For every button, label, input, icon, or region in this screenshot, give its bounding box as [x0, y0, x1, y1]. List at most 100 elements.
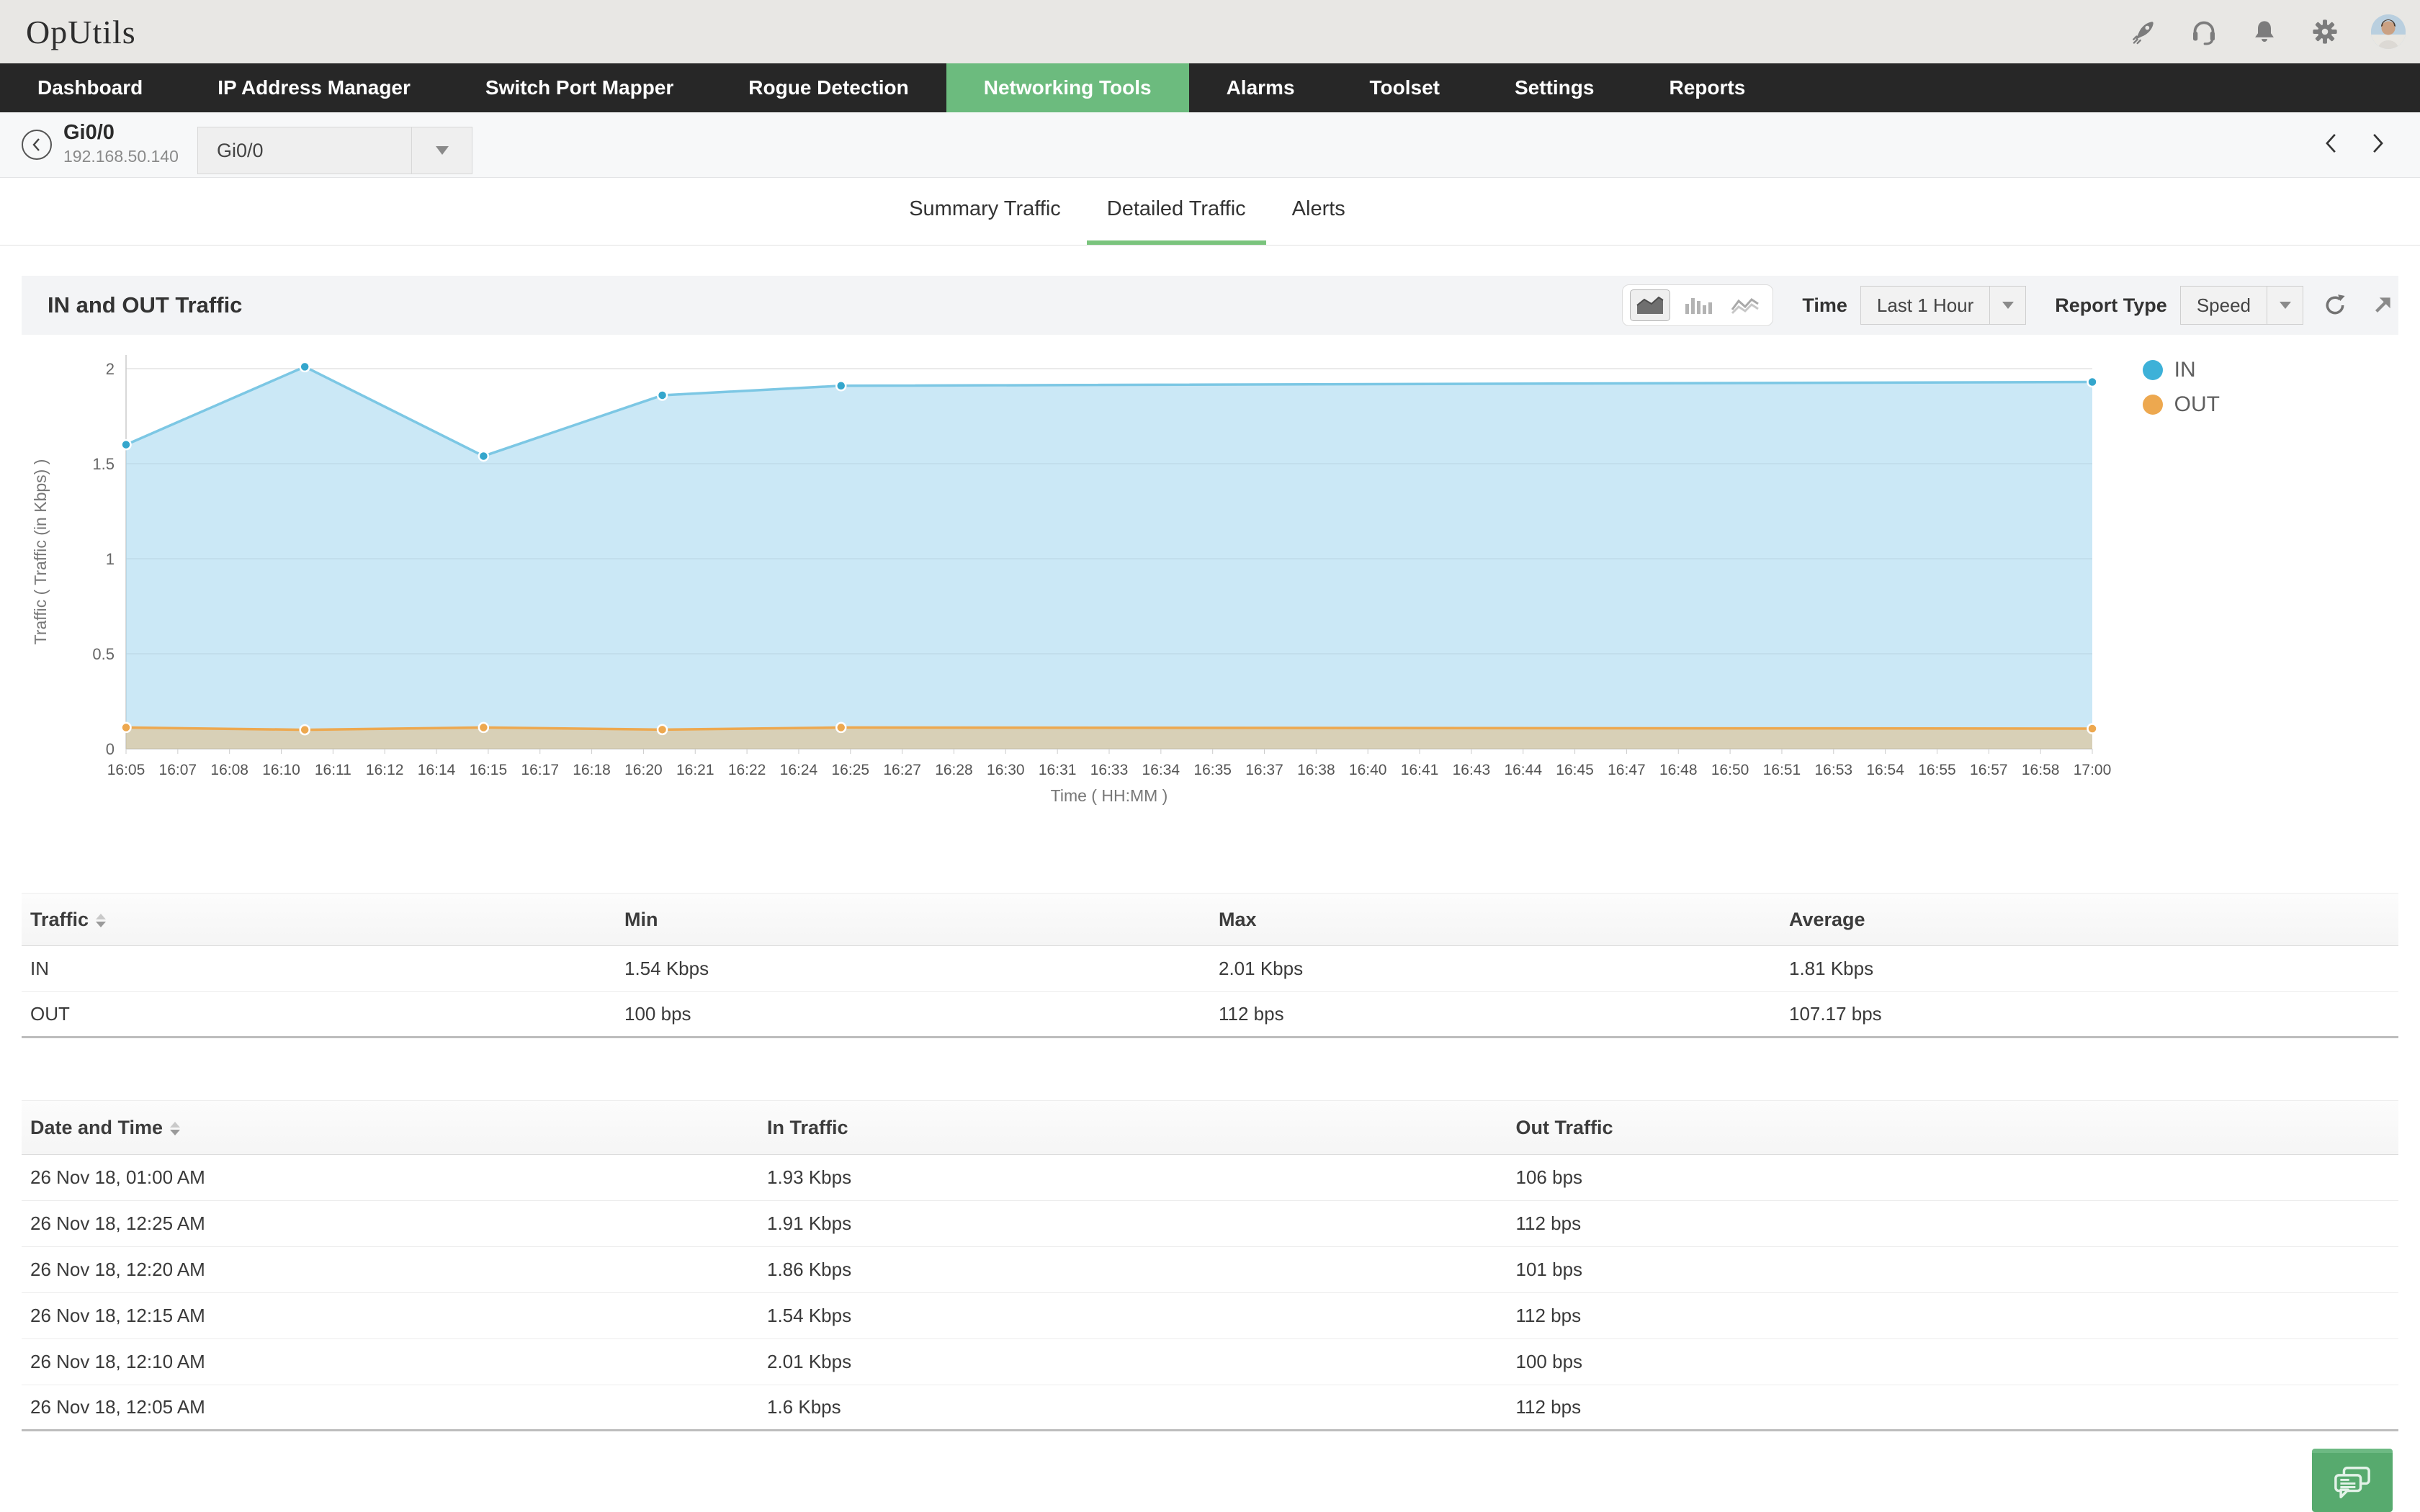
out-traffic-value: 112 bps [1515, 1305, 1582, 1326]
top-bar: OpUtils [0, 0, 2420, 63]
svg-text:0: 0 [106, 740, 115, 758]
nav-item-reports[interactable]: Reports [1669, 76, 1746, 99]
user-avatar[interactable] [2371, 14, 2406, 49]
svg-text:1: 1 [106, 550, 115, 568]
interface-title: Gi0/0 [63, 121, 115, 144]
nav-item-networking-tools[interactable]: Networking Tools [946, 63, 1189, 112]
in-out-traffic-chart: 0 0.5 1 1.5 2 16:05 16:07 16:08 16:10 16:11 16:12 1… [31, 355, 2112, 805]
in-series-swatch [2142, 360, 2163, 380]
interface-select-value: Gi0/0 [217, 139, 264, 161]
nav-item-settings[interactable]: Settings [1515, 76, 1595, 99]
svg-text:16:44: 16:44 [1504, 762, 1542, 778]
average-value: 107.17 bps [1789, 1003, 1882, 1025]
svg-text:16:21: 16:21 [676, 762, 714, 778]
line-chart-icon[interactable] [1725, 289, 1765, 321]
nav-item-toolset[interactable]: Toolset [1369, 76, 1440, 99]
table-row: 26 Nov 18, 12:15 AM 1.54 Kbps 112 bps [22, 1293, 2398, 1339]
chart-panel-header: IN and OUT Traffic Time Last 1 Hour Repo… [22, 276, 2398, 335]
svg-text:17:00: 17:00 [2074, 762, 2112, 778]
next-interface-button[interactable] [2367, 131, 2388, 156]
out-traffic-value: 100 bps [1515, 1351, 1583, 1372]
column-header-min[interactable]: Min [624, 908, 658, 930]
table-row: 26 Nov 18, 12:05 AM 1.6 Kbps 112 bps [22, 1385, 2398, 1431]
column-header-in-traffic[interactable]: In Traffic [767, 1116, 848, 1138]
main-nav: Dashboard IP Address Manager Switch Port… [0, 63, 2420, 112]
refresh-icon[interactable] [2319, 289, 2351, 321]
svg-text:16:14: 16:14 [418, 762, 456, 778]
column-header-average[interactable]: Average [1789, 908, 1865, 930]
chart-panel-title: IN and OUT Traffic [48, 292, 243, 318]
svg-text:16:08: 16:08 [210, 762, 248, 778]
legend-item-in[interactable]: IN [2142, 358, 2220, 382]
out-traffic-value: 106 bps [1515, 1166, 1583, 1188]
svg-text:16:43: 16:43 [1453, 762, 1491, 778]
table-row: 26 Nov 18, 12:20 AM 1.86 Kbps 101 bps [22, 1247, 2398, 1293]
svg-text:Time ( HH:MM ): Time ( HH:MM ) [1051, 786, 1168, 805]
time-range-value: Last 1 Hour [1876, 294, 1974, 316]
svg-text:16:38: 16:38 [1297, 762, 1335, 778]
in-traffic-value: 1.54 Kbps [767, 1305, 852, 1326]
traffic-detail-table: Date and Time In Traffic Out Traffic 26 … [22, 1100, 2398, 1431]
svg-text:16:12: 16:12 [366, 762, 404, 778]
column-header-out-traffic[interactable]: Out Traffic [1515, 1116, 1613, 1138]
live-chat-button[interactable] [2312, 1449, 2393, 1512]
headset-support-icon[interactable] [2190, 17, 2218, 46]
report-type-select[interactable]: Speed [2179, 286, 2303, 325]
column-header-date-and-time[interactable]: Date and Time [22, 1117, 758, 1139]
nav-item-alarms[interactable]: Alarms [1226, 76, 1295, 99]
nav-item-ip-address-manager[interactable]: IP Address Manager [218, 76, 411, 99]
tab-summary-traffic[interactable]: Summary Traffic [909, 197, 1061, 220]
report-type-label: Report Type [2055, 294, 2167, 316]
rocket-icon[interactable] [2129, 17, 2158, 46]
legend-item-out[interactable]: OUT [2142, 392, 2220, 417]
chevron-down-icon [411, 127, 472, 174]
svg-text:16:28: 16:28 [935, 762, 973, 778]
in-traffic-value: 2.01 Kbps [767, 1351, 852, 1372]
svg-text:16:05: 16:05 [107, 762, 145, 778]
in-traffic-value: 1.86 Kbps [767, 1259, 852, 1280]
svg-text:16:17: 16:17 [521, 762, 559, 778]
traffic-direction: IN [30, 958, 49, 979]
sort-icon[interactable] [170, 1121, 181, 1135]
area-chart-icon[interactable] [1630, 289, 1671, 321]
time-label: Time [1802, 294, 1847, 316]
svg-text:16:47: 16:47 [1608, 762, 1646, 778]
svg-text:16:10: 16:10 [262, 762, 300, 778]
max-value: 112 bps [1219, 1003, 1284, 1025]
traffic-direction: OUT [30, 1003, 70, 1025]
svg-text:16:20: 16:20 [624, 762, 663, 778]
nav-item-switch-port-mapper[interactable]: Switch Port Mapper [485, 76, 674, 99]
chevron-down-icon [1989, 287, 2025, 324]
tab-detailed-traffic[interactable]: Detailed Traffic [1086, 178, 1266, 245]
svg-text:16:37: 16:37 [1245, 762, 1283, 778]
expand-icon[interactable] [2367, 289, 2398, 321]
sort-icon[interactable] [96, 913, 107, 927]
svg-text:1.5: 1.5 [92, 455, 115, 473]
svg-text:16:45: 16:45 [1556, 762, 1594, 778]
column-header-traffic[interactable]: Traffic [22, 909, 616, 931]
back-button[interactable] [22, 130, 52, 160]
interface-select[interactable]: Gi0/0 [197, 127, 472, 174]
sample-timestamp: 26 Nov 18, 12:20 AM [30, 1259, 205, 1280]
tab-alerts[interactable]: Alerts [1291, 197, 1345, 220]
svg-text:16:53: 16:53 [1815, 762, 1853, 778]
bar-chart-icon[interactable] [1677, 289, 1718, 321]
svg-text:16:31: 16:31 [1039, 762, 1077, 778]
out-series-label: OUT [2174, 392, 2220, 416]
notification-bell-icon[interactable] [2250, 17, 2279, 46]
time-range-select[interactable]: Last 1 Hour [1860, 286, 2027, 325]
column-header-max[interactable]: Max [1219, 908, 1257, 930]
svg-text:16:55: 16:55 [1918, 762, 1956, 778]
svg-text:16:40: 16:40 [1349, 762, 1387, 778]
svg-text:16:30: 16:30 [987, 762, 1025, 778]
in-traffic-value: 1.93 Kbps [767, 1166, 852, 1188]
svg-text:16:25: 16:25 [832, 762, 870, 778]
report-type-value: Speed [2196, 294, 2251, 316]
svg-text:16:48: 16:48 [1659, 762, 1698, 778]
interface-ip: 192.168.50.140 [63, 147, 179, 166]
svg-text:16:57: 16:57 [1970, 762, 2008, 778]
previous-interface-button[interactable] [2321, 131, 2342, 156]
nav-item-rogue-detection[interactable]: Rogue Detection [748, 76, 909, 99]
nav-item-dashboard[interactable]: Dashboard [37, 76, 143, 99]
settings-gear-icon[interactable] [2311, 17, 2339, 46]
